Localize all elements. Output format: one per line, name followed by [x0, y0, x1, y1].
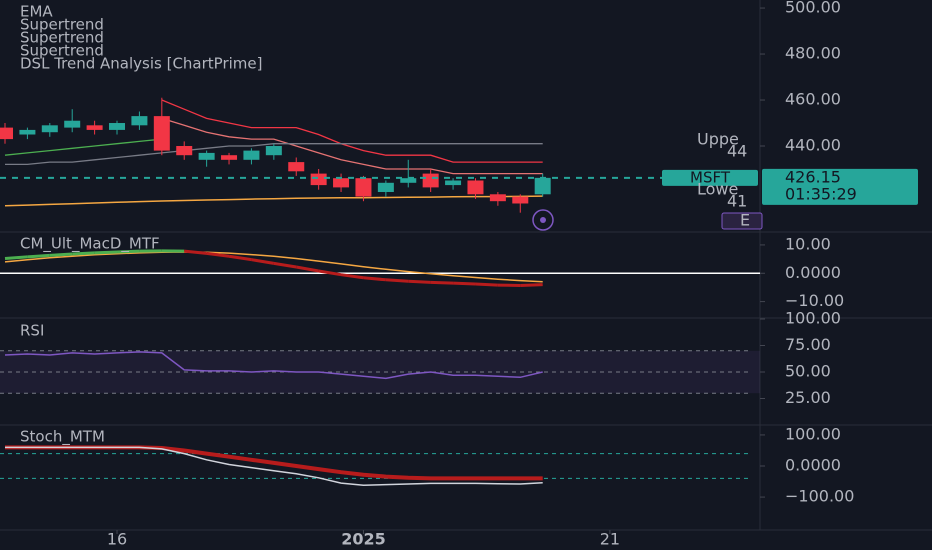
- legend-entry: Supertrend: [20, 42, 104, 60]
- candle-body: [221, 155, 238, 160]
- y-tick-label: 500.00: [785, 0, 841, 17]
- annotation: 44: [727, 142, 747, 161]
- line-segment: [251, 258, 275, 265]
- x-tick-label: 16: [107, 530, 127, 549]
- line-segment: [318, 269, 342, 277]
- line-segment: [94, 250, 118, 255]
- y-tick-label: 480.00: [785, 44, 841, 63]
- y-tick-label: 440.00: [785, 136, 841, 155]
- line-segment: [430, 280, 454, 285]
- candle-body: [377, 182, 394, 192]
- overlay-line: [5, 143, 543, 166]
- price-box: [762, 168, 918, 205]
- candle-body: [400, 178, 417, 183]
- candle-body: [109, 123, 126, 130]
- signal-icon-dot: [540, 217, 546, 223]
- legend-entry: Supertrend: [20, 16, 104, 34]
- y-tick-label: 10.00: [785, 234, 831, 253]
- overlay-line: [4, 195, 543, 207]
- annotation: E: [740, 211, 750, 230]
- indicator-line: [4, 251, 543, 283]
- line-segment: [228, 254, 252, 262]
- legend-entry: DSL Trend Analysis [ChartPrime]: [20, 55, 262, 73]
- candle-body: [422, 173, 439, 188]
- y-tick-label: 50.00: [785, 362, 831, 381]
- x-tick-label: 2025: [341, 530, 386, 549]
- overlay-line: [4, 138, 162, 156]
- line-segment: [206, 251, 230, 258]
- countdown-label: 01:35:29: [785, 184, 857, 203]
- candle-body: [534, 177, 551, 195]
- y-tick-label: 100.00: [785, 424, 841, 443]
- candle-body: [489, 194, 506, 202]
- y-tick-label: −10.00: [785, 291, 844, 310]
- candle-body: [86, 125, 103, 130]
- candle-body: [243, 150, 260, 160]
- pane-title: Stoch_MTM: [20, 428, 105, 447]
- candle-body: [153, 116, 170, 151]
- legend-entry: EMA: [20, 3, 53, 21]
- y-tick-label: 460.00: [785, 90, 841, 109]
- line-segment: [340, 273, 364, 280]
- line-segment: [4, 255, 28, 261]
- line-segment: [72, 251, 95, 256]
- candle-body: [310, 173, 327, 186]
- candle-body: [19, 129, 36, 135]
- line-segment: [116, 249, 140, 254]
- y-tick-label: 25.00: [785, 388, 831, 407]
- candle-body: [198, 152, 215, 160]
- line-segment: [408, 279, 431, 284]
- candle-body: [176, 146, 193, 156]
- candle-body: [333, 178, 350, 188]
- line-segment: [520, 283, 543, 287]
- candle-body: [512, 196, 529, 204]
- signal-icon: [532, 209, 554, 231]
- candle-body: [64, 120, 81, 128]
- line-segment: [385, 278, 409, 283]
- candle-body: [0, 127, 13, 140]
- line-segment: [49, 252, 73, 257]
- line-segment: [475, 282, 498, 287]
- y-tick-label: 75.00: [785, 335, 831, 354]
- candle-body: [445, 180, 462, 186]
- indicator-line: [5, 446, 543, 487]
- y-tick-label: 0.0000: [785, 263, 841, 282]
- candle-body: [265, 146, 282, 156]
- y-tick-label: −100.00: [785, 487, 854, 506]
- pane-title: RSI: [20, 322, 44, 340]
- pane-title: CM_Ult_MacD_MTF: [20, 235, 160, 254]
- line-segment: [273, 261, 297, 269]
- candle-body: [41, 125, 58, 133]
- annotation: Lowe: [697, 180, 738, 199]
- symbol-label: MSFT: [690, 168, 731, 186]
- line-segment: [453, 281, 476, 286]
- candle-body: [467, 180, 484, 195]
- candle-body: [355, 178, 372, 197]
- line-segment: [295, 265, 319, 273]
- y-tick-label: 0.0000: [785, 456, 841, 475]
- legend-entry: Supertrend: [20, 29, 104, 47]
- annotation: 41: [727, 192, 747, 211]
- price-label: 426.15: [785, 167, 841, 186]
- overlay-line: [161, 117, 543, 175]
- pane-separators: [0, 0, 932, 531]
- y-tick-label: 100.00: [785, 309, 841, 328]
- line-segment: [363, 276, 386, 282]
- candle-body: [131, 116, 148, 126]
- line-segment: [184, 249, 207, 255]
- label-box: [721, 212, 763, 230]
- candle-body: [288, 162, 305, 172]
- overlay-line: [161, 99, 543, 163]
- annotation: Uppe: [697, 130, 739, 149]
- x-tick-label: 21: [600, 530, 620, 549]
- line-segment: [27, 253, 50, 259]
- indicator-line: [4, 351, 543, 380]
- symbol-box: [662, 169, 758, 186]
